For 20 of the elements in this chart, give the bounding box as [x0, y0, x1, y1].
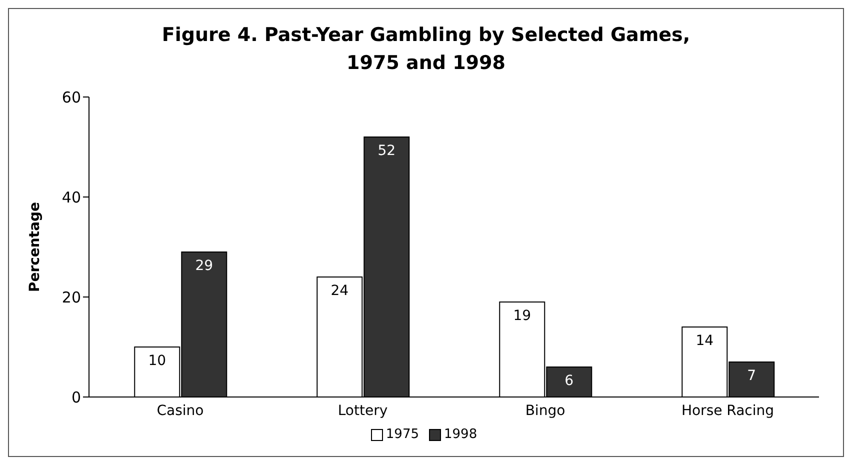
- y-tick-label: 0: [71, 388, 81, 406]
- x-tick-label: Bingo: [525, 402, 566, 419]
- y-axis-title: Percentage: [26, 202, 43, 292]
- x-tick-label: Casino: [156, 402, 204, 419]
- data-label: 29: [195, 258, 214, 274]
- legend-label: 1998: [443, 427, 478, 442]
- x-tick-label: Horse Racing: [681, 402, 774, 419]
- legend-label: 1975: [384, 427, 419, 442]
- chart-title: Figure 4. Past-Year Gambling by Selected Games, 1975 and 1998: [160, 23, 692, 76]
- x-tick-label: Lottery: [338, 402, 388, 419]
- data-label: 14: [696, 332, 714, 349]
- y-tick-label: 20: [62, 288, 81, 306]
- data-label: 7: [747, 368, 756, 384]
- data-label: 19: [513, 308, 532, 324]
- data-label: 52: [378, 142, 396, 159]
- y-tick-label: 60: [62, 88, 81, 106]
- data-label: 6: [564, 372, 574, 389]
- data-label: 24: [330, 282, 349, 299]
- y-tick-label: 40: [62, 188, 81, 206]
- data-label: 10: [148, 352, 166, 369]
